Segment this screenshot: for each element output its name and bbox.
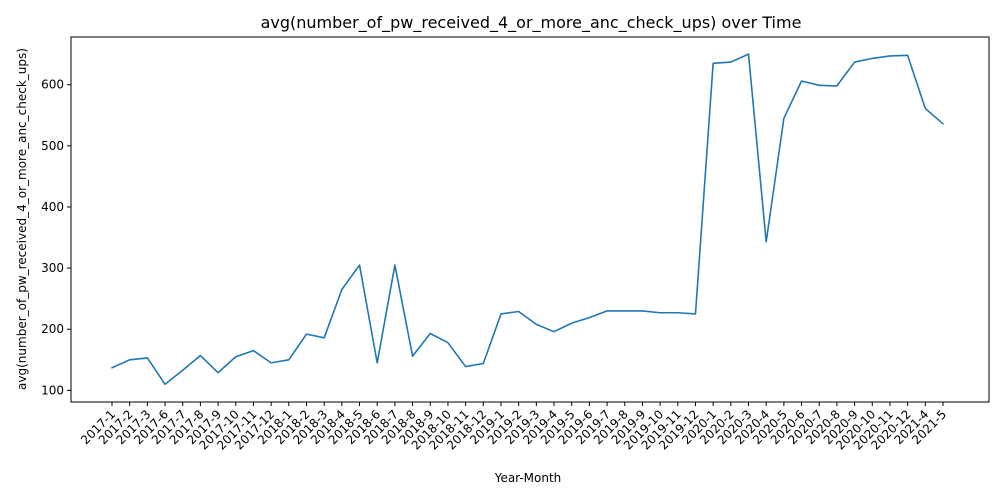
data-point xyxy=(553,330,556,333)
x-axis: 2017-12017-22017-32017-62017-72017-82017… xyxy=(78,402,949,453)
data-point xyxy=(853,61,856,64)
data-point xyxy=(747,53,750,56)
y-axis: 100 200 300 400 500 600 xyxy=(41,78,71,397)
data-point xyxy=(287,358,290,361)
data-point xyxy=(835,84,838,87)
data-point xyxy=(446,341,449,344)
series-points xyxy=(111,53,945,386)
data-point xyxy=(517,310,520,313)
data-point xyxy=(570,322,573,325)
data-point xyxy=(888,54,891,57)
data-point xyxy=(906,54,909,57)
data-point xyxy=(871,57,874,60)
data-point xyxy=(942,122,945,125)
data-point xyxy=(252,349,255,352)
data-point xyxy=(588,316,591,319)
data-point xyxy=(676,311,679,314)
data-point xyxy=(217,371,220,374)
y-tick-label: 200 xyxy=(41,322,64,336)
chart-title: avg(number_of_pw_received_4_or_more_anc_… xyxy=(261,13,802,33)
data-point xyxy=(712,62,715,65)
y-axis-label: avg(number_of_pw_received_4_or_more_anc_… xyxy=(15,48,29,390)
data-point xyxy=(411,355,414,358)
data-point xyxy=(340,288,343,291)
data-point xyxy=(765,240,768,243)
y-tick-label: 100 xyxy=(41,383,64,397)
data-point xyxy=(305,333,308,336)
data-point xyxy=(800,80,803,83)
data-point xyxy=(146,356,149,359)
data-point xyxy=(358,264,361,267)
plot-area-frame xyxy=(70,36,990,403)
data-point xyxy=(199,354,202,357)
data-point xyxy=(164,383,167,386)
data-point xyxy=(659,311,662,314)
y-tick-label: 600 xyxy=(41,78,64,92)
data-point xyxy=(234,355,237,358)
data-point xyxy=(535,323,538,326)
data-point xyxy=(393,264,396,267)
data-point xyxy=(641,309,644,312)
data-point xyxy=(694,312,697,315)
data-point xyxy=(482,362,485,365)
data-point xyxy=(323,336,326,339)
data-point xyxy=(270,361,273,364)
y-tick-label: 500 xyxy=(41,139,64,153)
data-point xyxy=(128,358,131,361)
y-tick-label: 400 xyxy=(41,200,64,214)
data-point xyxy=(818,84,821,87)
data-point xyxy=(623,309,626,312)
data-point xyxy=(924,107,927,110)
data-point xyxy=(429,332,432,335)
data-point xyxy=(181,369,184,372)
x-axis-label: Year-Month xyxy=(494,471,562,485)
data-point xyxy=(782,117,785,120)
data-point xyxy=(729,61,732,64)
data-point xyxy=(499,312,502,315)
data-point xyxy=(606,309,609,312)
y-tick-label: 300 xyxy=(41,261,64,275)
data-point xyxy=(464,365,467,368)
series-line xyxy=(111,53,944,386)
data-point xyxy=(376,361,379,364)
data-point xyxy=(111,366,114,369)
